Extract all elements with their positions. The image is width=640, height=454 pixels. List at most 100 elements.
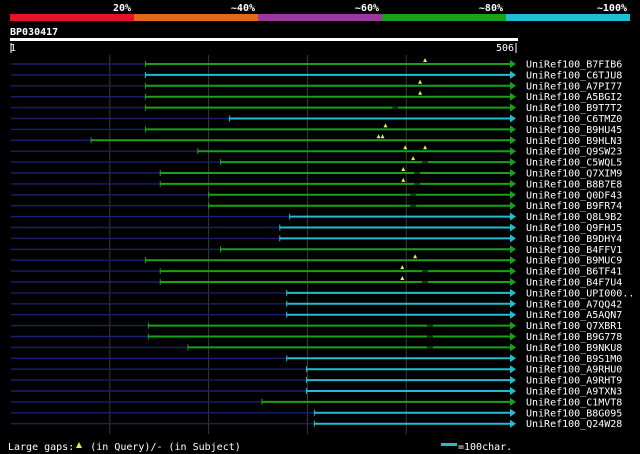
hit-row[interactable]: UniRef100_B9HLN3 (11, 134, 622, 147)
hit-name-link[interactable]: UniRef100_B9G778 (526, 332, 622, 343)
hit-end-arrow-icon (510, 103, 516, 112)
query-id: BP030417 (10, 27, 58, 38)
hit-name-link[interactable]: UniRef100_B4FFV1 (526, 245, 622, 256)
hit-end-arrow-icon (510, 212, 516, 221)
hit-end-arrow-icon (510, 114, 516, 123)
gaps-dash: - (156, 442, 162, 453)
hit-row[interactable]: UniRef100_C6TJU8 (11, 70, 622, 81)
hit-name-link[interactable]: UniRef100_A9RHU0 (526, 365, 622, 376)
hit-end-arrow-icon (510, 70, 516, 79)
hit-name-link[interactable]: UniRef100_B9T7T2 (526, 103, 622, 114)
hit-row[interactable]: UniRef100_B9DHY4 (11, 234, 622, 245)
hit-row[interactable]: UniRef100_B9FR74 (11, 201, 622, 212)
hit-row[interactable]: UniRef100_C1MVT8 (11, 397, 622, 408)
hit-row[interactable]: UniRef100_Q7XBR1 (11, 321, 622, 332)
hit-row[interactable]: UniRef100_A9RHT9 (11, 376, 622, 387)
query-gap-marker-icon (413, 254, 418, 259)
query-gap-marker-icon (400, 265, 405, 270)
hit-name-link[interactable]: UniRef100_A5AQN7 (526, 310, 622, 321)
query-end: 506 (496, 43, 514, 54)
hit-name-link[interactable]: UniRef100_C6TMZ0 (526, 114, 622, 125)
hit-name-link[interactable]: UniRef100_B9MUC9 (526, 256, 622, 267)
identity-scale-labels: 20% ~40% ~60% ~80% ~100% (113, 3, 627, 14)
hit-end-arrow-icon (510, 179, 516, 188)
hit-name-link[interactable]: UniRef100_Q9SW23 (526, 147, 622, 158)
hit-name-link[interactable]: UniRef100_B9NKU8 (526, 343, 622, 354)
hit-name-link[interactable]: UniRef100_C5WQL5 (526, 158, 622, 169)
hit-row[interactable]: UniRef100_A5BGI2 (11, 90, 622, 104)
hit-row[interactable]: UniRef100_A7PI77 (11, 79, 622, 93)
hit-name-link[interactable]: UniRef100_A7QQ42 (526, 299, 622, 310)
hit-name-link[interactable]: UniRef100_B9DHY4 (526, 234, 622, 245)
hit-row[interactable]: UniRef100_A9RHU0 (11, 365, 622, 376)
hit-row[interactable]: UniRef100_B7FIB6 (11, 58, 622, 71)
scale-segment (10, 14, 134, 21)
hit-end-arrow-icon (510, 343, 516, 352)
hit-row[interactable]: UniRef100_C6TMZ0 (11, 114, 622, 125)
hit-row[interactable]: UniRef100_Q8L9B2 (11, 212, 622, 223)
hit-name-link[interactable]: UniRef100_B6TF41 (526, 267, 622, 278)
hit-row[interactable]: UniRef100_B9MUC9 (11, 254, 622, 267)
hit-row[interactable]: UniRef100_B8B7E8 (11, 177, 622, 191)
hit-name-link[interactable]: UniRef100_A9RHT9 (526, 376, 622, 387)
hit-list: UniRef100_B7FIB6UniRef100_C6TJU8UniRef10… (11, 58, 634, 430)
hit-name-link[interactable]: UniRef100_Q7XIM9 (526, 169, 622, 180)
query-start: 1 (10, 43, 16, 54)
scale-segment (258, 14, 382, 21)
hit-end-arrow-icon (510, 81, 516, 90)
hit-name-link[interactable]: UniRef100_Q8L9B2 (526, 212, 622, 223)
hit-name-link[interactable]: UniRef100_A7PI77 (526, 81, 622, 92)
query-gap-marker-icon (376, 134, 381, 139)
hit-row[interactable]: UniRef100_Q24W28 (11, 419, 622, 430)
hit-name-link[interactable]: UniRef100_UPI000.. (526, 288, 634, 299)
hit-name-link[interactable]: UniRef100_Q24W28 (526, 419, 622, 430)
scale-caption: =100char. (458, 442, 512, 453)
hit-name-link[interactable]: UniRef100_B9HLN3 (526, 136, 622, 147)
query-gap-marker-icon (418, 90, 423, 95)
hit-row[interactable]: UniRef100_UPI000.. (11, 288, 634, 299)
grid-lines (109, 55, 407, 434)
hit-name-link[interactable]: UniRef100_B8G095 (526, 408, 622, 419)
footer-legend: Large gaps: (in Query)/- (in Subject) =10… (8, 442, 512, 453)
gaps-subject-text: (in Subject) (163, 442, 241, 453)
hit-row[interactable]: UniRef100_Q0DF43 (11, 190, 622, 201)
scale-sample-bar (441, 443, 457, 446)
hit-name-link[interactable]: UniRef100_C1MVT8 (526, 397, 622, 408)
hit-name-link[interactable]: UniRef100_B9FR74 (526, 201, 622, 212)
hit-row[interactable]: UniRef100_B4F7U4 (11, 276, 622, 289)
hit-name-link[interactable]: UniRef100_Q7XBR1 (526, 321, 622, 332)
hit-name-link[interactable]: UniRef100_Q9FHJ5 (526, 223, 622, 234)
hit-end-arrow-icon (510, 267, 516, 276)
scale-segment (134, 14, 258, 21)
hit-name-link[interactable]: UniRef100_A9TXN3 (526, 387, 622, 398)
hit-end-arrow-icon (510, 397, 516, 406)
hit-row[interactable]: UniRef100_B9T7T2 (11, 103, 622, 114)
hit-name-link[interactable]: UniRef100_B4F7U4 (526, 278, 622, 289)
hit-row[interactable]: UniRef100_B9NKU8 (11, 343, 622, 354)
hit-row[interactable]: UniRef100_B8G095 (11, 408, 622, 419)
hit-name-link[interactable]: UniRef100_A5BGI2 (526, 92, 622, 103)
hit-name-link[interactable]: UniRef100_B7FIB6 (526, 60, 622, 71)
hit-end-arrow-icon (510, 125, 516, 134)
hit-row[interactable]: UniRef100_Q9FHJ5 (11, 223, 622, 234)
hit-row[interactable]: UniRef100_B9HU45 (11, 123, 622, 136)
hit-row[interactable]: UniRef100_B9G778 (11, 332, 622, 343)
hit-name-link[interactable]: UniRef100_C6TJU8 (526, 70, 622, 81)
hit-row[interactable]: UniRef100_A9TXN3 (11, 387, 622, 398)
hit-row[interactable]: UniRef100_Q7XIM9 (11, 167, 622, 180)
hit-row[interactable]: UniRef100_B6TF41 (11, 265, 622, 278)
hit-name-link[interactable]: UniRef100_B9HU45 (526, 125, 622, 136)
hit-row[interactable]: UniRef100_B9S1M0 (11, 354, 622, 365)
hit-name-link[interactable]: UniRef100_B9S1M0 (526, 354, 622, 365)
query-gap-marker-icon (383, 123, 388, 128)
hit-row[interactable]: UniRef100_B4FFV1 (11, 245, 622, 256)
hit-name-link[interactable]: UniRef100_B8B7E8 (526, 179, 622, 190)
query-gap-marker-icon (76, 442, 82, 448)
hit-name-link[interactable]: UniRef100_Q0DF43 (526, 190, 622, 201)
hit-row[interactable]: UniRef100_Q9SW23 (11, 145, 622, 158)
hit-row[interactable]: UniRef100_C5WQL5 (11, 156, 622, 169)
hit-row[interactable]: UniRef100_A7QQ42 (11, 299, 622, 310)
hit-row[interactable]: UniRef100_A5AQN7 (11, 310, 622, 321)
hit-end-arrow-icon (510, 190, 516, 199)
